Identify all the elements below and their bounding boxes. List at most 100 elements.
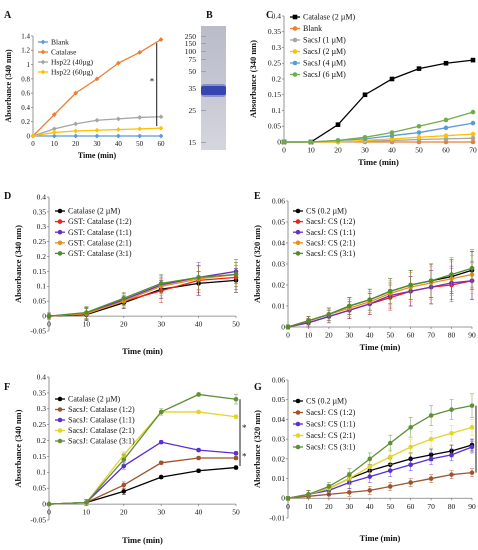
x-tick-label: 30 bbox=[346, 502, 354, 511]
y-tick-label: 0.1 bbox=[37, 468, 47, 477]
x-axis-title: Time (min) bbox=[360, 533, 401, 543]
data-point bbox=[158, 37, 164, 42]
data-point bbox=[121, 482, 127, 488]
y-tick-label: 0.01 bbox=[272, 301, 285, 310]
series-3 bbox=[285, 440, 475, 501]
data-point bbox=[158, 114, 164, 120]
x-tick-label: 20 bbox=[120, 320, 128, 329]
legend-swatch-marker bbox=[40, 49, 46, 55]
y-tick-label: -0.05 bbox=[30, 326, 46, 335]
legend-swatch-marker bbox=[57, 396, 63, 402]
y-tick-label: 0.03 bbox=[272, 259, 285, 268]
y-tick-label: 0.4 bbox=[37, 192, 47, 201]
x-tick-label: 20 bbox=[334, 146, 342, 155]
legend-swatch-marker bbox=[57, 438, 63, 444]
data-point bbox=[285, 495, 291, 501]
data-point bbox=[137, 115, 143, 120]
y-tick-label: 0.25 bbox=[268, 59, 281, 68]
y-tick-label: 0 bbox=[42, 312, 46, 321]
x-tick-label: 50 bbox=[386, 502, 394, 511]
data-point bbox=[137, 50, 143, 55]
y-tick-label: 0.35 bbox=[268, 27, 281, 36]
data-point bbox=[389, 136, 395, 142]
data-point bbox=[233, 272, 239, 277]
y-tick-label: 0.05 bbox=[33, 297, 46, 306]
data-point bbox=[335, 122, 341, 127]
data-point bbox=[469, 470, 475, 475]
legend-swatch-marker bbox=[295, 240, 301, 246]
data-point bbox=[121, 489, 127, 494]
y-tick-label: 0.6 bbox=[21, 90, 30, 98]
y-axis-title: Absorbance (320 nm) bbox=[252, 410, 262, 488]
legend-label: Catalase (2 µM) bbox=[303, 13, 355, 22]
data-point bbox=[196, 455, 201, 461]
data-point bbox=[196, 468, 201, 474]
legend-label: CS (0.2 µM) bbox=[306, 207, 347, 216]
data-point bbox=[428, 476, 434, 481]
panel-letter: B bbox=[206, 10, 213, 21]
legend-label: SacsJ (4 µM) bbox=[303, 59, 346, 68]
significance-star: * bbox=[242, 452, 247, 462]
mw-marker-label: 75 bbox=[189, 55, 197, 64]
legend-label: SacsJ: Catalase (1:2) bbox=[68, 405, 135, 414]
x-tick-label: 40 bbox=[195, 320, 203, 329]
x-tick-label: 0 bbox=[282, 146, 286, 155]
series-5 bbox=[46, 262, 239, 320]
mw-marker-label: 15 bbox=[189, 138, 197, 147]
data-point bbox=[449, 472, 454, 477]
data-point bbox=[233, 450, 239, 456]
y-tick-label: -0.01 bbox=[269, 513, 285, 522]
data-point bbox=[428, 413, 434, 418]
x-tick-label: 40 bbox=[195, 508, 203, 517]
data-point bbox=[387, 468, 393, 473]
data-point bbox=[335, 138, 341, 143]
data-point bbox=[51, 112, 57, 117]
data-point bbox=[347, 472, 352, 477]
x-tick-label: 60 bbox=[407, 331, 415, 340]
data-point bbox=[449, 452, 454, 458]
data-point bbox=[367, 456, 373, 462]
series-line bbox=[48, 393, 237, 505]
data-point bbox=[115, 127, 121, 132]
legend-swatch-marker bbox=[295, 251, 301, 256]
data-point bbox=[137, 133, 143, 139]
legend-swatch-marker bbox=[57, 417, 63, 423]
data-point bbox=[408, 444, 413, 450]
data-point bbox=[470, 57, 476, 63]
legend-swatch-marker bbox=[295, 208, 301, 214]
data-point bbox=[158, 409, 164, 415]
legend-swatch-marker bbox=[40, 69, 46, 75]
series-3 bbox=[46, 439, 239, 507]
y-tick-label: 0.1 bbox=[272, 106, 282, 115]
mw-marker-label: 100 bbox=[185, 47, 197, 56]
y-tick-label: 0 bbox=[277, 137, 281, 146]
data-point bbox=[443, 136, 449, 142]
x-tick-label: 40 bbox=[388, 146, 396, 155]
y-tick-label: 0.15 bbox=[268, 90, 281, 99]
data-point bbox=[84, 500, 89, 505]
legend-label: SacsJ: CS (2:1) bbox=[306, 238, 356, 247]
y-tick-label: 0.05 bbox=[33, 484, 46, 493]
y-tick-label: 0.2 bbox=[272, 74, 282, 83]
x-axis-title: Time (min) bbox=[122, 535, 163, 545]
series-1 bbox=[285, 251, 475, 330]
data-point bbox=[51, 126, 57, 132]
data-point bbox=[326, 484, 332, 489]
x-tick-label: 10 bbox=[305, 331, 313, 340]
legend-swatch-marker bbox=[292, 14, 298, 20]
panel-e: E 0 0.01 0.02 0.03 0.04 0.05 0.06 0 10 20 30 40 50 60 7… bbox=[252, 191, 476, 352]
legend-swatch-marker bbox=[295, 229, 301, 235]
x-tick-label: 10 bbox=[83, 508, 91, 517]
data-point bbox=[387, 484, 393, 489]
data-point bbox=[469, 444, 475, 450]
legend-swatch-marker bbox=[295, 398, 301, 404]
y-tick-label: 0.05 bbox=[272, 217, 285, 226]
series-4 bbox=[30, 125, 164, 139]
series-5 bbox=[285, 249, 475, 330]
y-tick-label: 0.2 bbox=[37, 436, 47, 445]
legend-label: Blank bbox=[303, 24, 322, 33]
data-point bbox=[115, 60, 121, 66]
y-tick-label: 0.01 bbox=[272, 474, 285, 483]
x-tick-label: 30 bbox=[157, 320, 165, 329]
